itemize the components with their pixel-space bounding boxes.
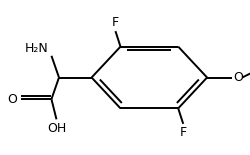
Text: F: F xyxy=(179,126,186,139)
Text: O: O xyxy=(8,93,18,106)
Text: O: O xyxy=(232,71,242,84)
Text: OH: OH xyxy=(47,122,66,135)
Text: F: F xyxy=(112,16,118,29)
Text: H₂N: H₂N xyxy=(24,42,48,55)
